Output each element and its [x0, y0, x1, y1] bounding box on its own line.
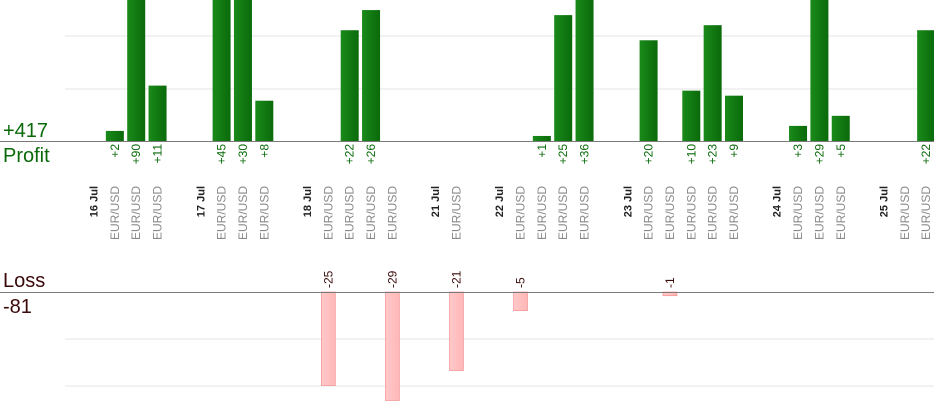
loss-label: Loss: [3, 270, 46, 292]
loss-value-label: -25: [321, 270, 335, 288]
profit-value-label: +8: [257, 144, 271, 158]
profit-value-label: +1: [535, 144, 549, 158]
loss-value-label: -5: [514, 277, 528, 288]
trade-label: EUR/USD: [257, 186, 271, 240]
profit-value-label: +25: [556, 144, 570, 165]
profit-value-label: +29: [812, 144, 826, 165]
trade-label: EUR/USD: [151, 186, 165, 240]
trade-label: EUR/USD: [236, 186, 250, 240]
profit-bar: [789, 125, 808, 141]
profit-bar: [105, 130, 124, 141]
trade-label: EUR/USD: [706, 186, 720, 240]
trade-label: EUR/USD: [385, 186, 399, 240]
profit-total: +417: [3, 120, 49, 142]
trade-label: EUR/USD: [791, 186, 805, 240]
trade-label: EUR/USD: [642, 186, 656, 240]
date-label: 16 Jul: [89, 186, 101, 217]
profit-bar: [148, 85, 167, 141]
profit-value-label: +23: [706, 144, 720, 165]
profit-value-label: +22: [343, 144, 357, 165]
trade-label: EUR/USD: [834, 186, 848, 240]
trade-label: EUR/USD: [215, 186, 229, 240]
date-label: 25 Jul: [878, 186, 890, 217]
trade-label: EUR/USD: [449, 186, 463, 240]
date-label: 22 Jul: [494, 186, 506, 217]
trade-label: EUR/USD: [578, 186, 592, 240]
profit-value-label: +11: [151, 144, 165, 164]
profit-value-label: +9: [727, 144, 741, 158]
profit-bar: [682, 90, 701, 141]
trade-label: EUR/USD: [663, 186, 677, 240]
trade-label: EUR/USD: [556, 186, 570, 240]
trade-label: EUR/USD: [919, 186, 933, 240]
profit-value-label: +30: [236, 144, 250, 165]
loss-value-label: -1: [663, 277, 677, 288]
loss-bar: [513, 291, 528, 312]
profit-bar: [362, 10, 381, 142]
profit-value-label: +3: [791, 144, 805, 158]
profit-bar: [340, 30, 359, 141]
profit-bar: [233, 0, 252, 141]
profit-value-label: +45: [215, 144, 229, 165]
profit-value-label: +2: [108, 144, 122, 158]
loss-bar: [321, 291, 336, 386]
profit-bar: [255, 100, 274, 141]
trade-label: EUR/USD: [535, 186, 549, 240]
profit-value-label: +26: [364, 144, 378, 165]
date-label: 23 Jul: [622, 186, 634, 217]
trade-label: EUR/USD: [684, 186, 698, 240]
profit-bar: [532, 135, 551, 141]
loss-total: -81: [3, 296, 32, 318]
profit-bar: [917, 30, 934, 141]
date-label: 18 Jul: [302, 186, 314, 217]
loss-bar: [385, 291, 400, 401]
trade-label: EUR/USD: [514, 186, 528, 240]
profit-value-label: +90: [129, 144, 143, 165]
trade-label: EUR/USD: [343, 186, 357, 240]
loss-bar: [449, 291, 464, 371]
profit-value-label: +20: [642, 144, 656, 165]
profit-bar: [554, 15, 573, 142]
loss-value-label: -29: [385, 270, 399, 288]
profit-value-label: +22: [919, 144, 933, 165]
date-label: 24 Jul: [772, 186, 784, 217]
profit-bar: [831, 115, 850, 141]
profit-bar: [127, 0, 146, 141]
trade-label: EUR/USD: [727, 186, 741, 240]
profit-bar: [725, 95, 743, 141]
trade-label: EUR/USD: [108, 186, 122, 240]
profit-label: Profit: [3, 145, 50, 167]
profit-bar: [810, 0, 829, 141]
profit-bar: [703, 25, 722, 141]
trade-label: EUR/USD: [321, 186, 335, 240]
date-label: 21 Jul: [430, 186, 442, 217]
loss-value-label: -21: [449, 270, 463, 288]
profit-value-label: +5: [834, 144, 848, 158]
trade-label: EUR/USD: [364, 186, 378, 240]
trade-label: EUR/USD: [812, 186, 826, 240]
profit-bar: [212, 0, 231, 141]
date-label: 17 Jul: [195, 186, 207, 217]
trade-label: EUR/USD: [898, 186, 912, 240]
profit-value-label: +36: [578, 144, 592, 165]
profit-value-label: +10: [684, 144, 698, 165]
trade-label: EUR/USD: [129, 186, 143, 240]
profit-bar: [639, 40, 658, 141]
profit-bar: [575, 0, 594, 141]
